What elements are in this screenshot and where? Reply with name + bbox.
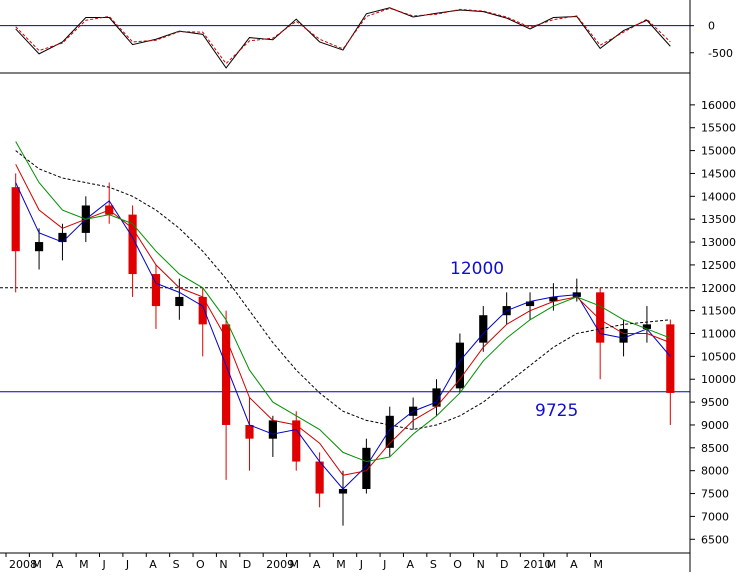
y-tick-label: 7000 bbox=[701, 510, 729, 523]
candle-body bbox=[34, 242, 44, 252]
candle-body bbox=[666, 324, 675, 393]
candle-body bbox=[619, 328, 628, 343]
candle-body bbox=[198, 296, 207, 325]
y-tick-label: 12500 bbox=[701, 259, 736, 272]
x-tick-label: D bbox=[243, 558, 251, 571]
y-tick-label: 15500 bbox=[701, 122, 736, 135]
moving-average-ma_fast bbox=[15, 182, 671, 490]
candle-body bbox=[268, 420, 277, 439]
level-label-9725: 9725 bbox=[535, 401, 578, 421]
osc-y-tick-label: 0 bbox=[708, 20, 715, 33]
x-tick-label: S bbox=[173, 558, 180, 571]
x-tick-label: A bbox=[313, 558, 321, 571]
candle-body bbox=[525, 301, 535, 307]
x-tick-label: M bbox=[593, 558, 603, 571]
x-tick-label: O bbox=[196, 558, 205, 571]
x-tick-label: M bbox=[32, 558, 42, 571]
y-tick-label: 14500 bbox=[701, 167, 736, 180]
oscillator-signal-line bbox=[15, 7, 671, 65]
x-tick-label: J bbox=[359, 558, 363, 571]
moving-average-ma_slow bbox=[15, 141, 671, 463]
candle-body bbox=[292, 420, 301, 462]
candle-body bbox=[315, 461, 324, 494]
x-tick-label: M bbox=[290, 558, 300, 571]
y-tick-label: 12000 bbox=[701, 282, 736, 295]
candle-body bbox=[151, 274, 161, 307]
x-tick-label: 2010 bbox=[523, 558, 551, 571]
candle-body bbox=[245, 424, 254, 439]
x-tick-label: A bbox=[406, 558, 414, 571]
x-tick-label: A bbox=[149, 558, 157, 571]
y-tick-label: 10500 bbox=[701, 350, 736, 363]
candle-body bbox=[222, 324, 231, 425]
osc-y-tick-label: -500 bbox=[708, 47, 733, 60]
y-tick-label: 14000 bbox=[701, 190, 736, 203]
candle-body bbox=[58, 232, 67, 243]
level-label-12000: 12000 bbox=[450, 259, 504, 279]
y-tick-label: 10000 bbox=[701, 373, 736, 386]
candle-body bbox=[338, 488, 348, 494]
y-tick-label: 15000 bbox=[701, 145, 736, 158]
x-tick-label: N bbox=[219, 558, 227, 571]
x-tick-label: 2009 bbox=[266, 558, 294, 571]
candle-body bbox=[385, 415, 394, 448]
x-tick-label: J bbox=[382, 558, 386, 571]
candle-body bbox=[479, 315, 488, 343]
moving-average-ma_long bbox=[15, 150, 671, 431]
candle-body bbox=[128, 214, 137, 275]
x-tick-label: S bbox=[430, 558, 437, 571]
y-tick-label: 13500 bbox=[701, 213, 736, 226]
oscillator-panel bbox=[0, 7, 690, 69]
x-tick-label: M bbox=[547, 558, 557, 571]
y-tick-label: 13000 bbox=[701, 236, 736, 249]
candle-body bbox=[549, 296, 558, 302]
x-tick-label: N bbox=[477, 558, 485, 571]
y-tick-label: 11500 bbox=[701, 305, 736, 318]
oscillator-main-line bbox=[15, 7, 671, 69]
moving-average-ma_mid bbox=[15, 164, 671, 476]
x-tick-label: J bbox=[125, 558, 129, 571]
candle-body bbox=[432, 388, 441, 407]
x-tick-label: M bbox=[79, 558, 89, 571]
candle-body bbox=[11, 187, 20, 252]
y-tick-label: 8000 bbox=[701, 465, 729, 478]
candle-body bbox=[362, 447, 371, 489]
y-tick-label: 16000 bbox=[701, 99, 736, 112]
x-tick-label: J bbox=[102, 558, 106, 571]
x-tick-label: 2008 bbox=[9, 558, 37, 571]
candle-body bbox=[175, 296, 184, 307]
x-tick-label: A bbox=[56, 558, 64, 571]
x-tick-label: D bbox=[500, 558, 508, 571]
y-tick-label: 11000 bbox=[701, 328, 736, 341]
candle-body bbox=[455, 342, 464, 389]
price-panel: 12000 9725 bbox=[0, 141, 690, 526]
y-tick-label: 7500 bbox=[701, 488, 729, 501]
x-tick-label: A bbox=[570, 558, 578, 571]
y-tick-label: 6500 bbox=[701, 533, 729, 546]
x-tick-label: M bbox=[336, 558, 346, 571]
candle-body bbox=[642, 324, 652, 329]
candle-body bbox=[596, 292, 605, 343]
y-tick-label: 9500 bbox=[701, 396, 729, 409]
y-tick-label: 9000 bbox=[701, 419, 729, 432]
y-tick-label: 8500 bbox=[701, 442, 729, 455]
x-tick-label: O bbox=[453, 558, 462, 571]
